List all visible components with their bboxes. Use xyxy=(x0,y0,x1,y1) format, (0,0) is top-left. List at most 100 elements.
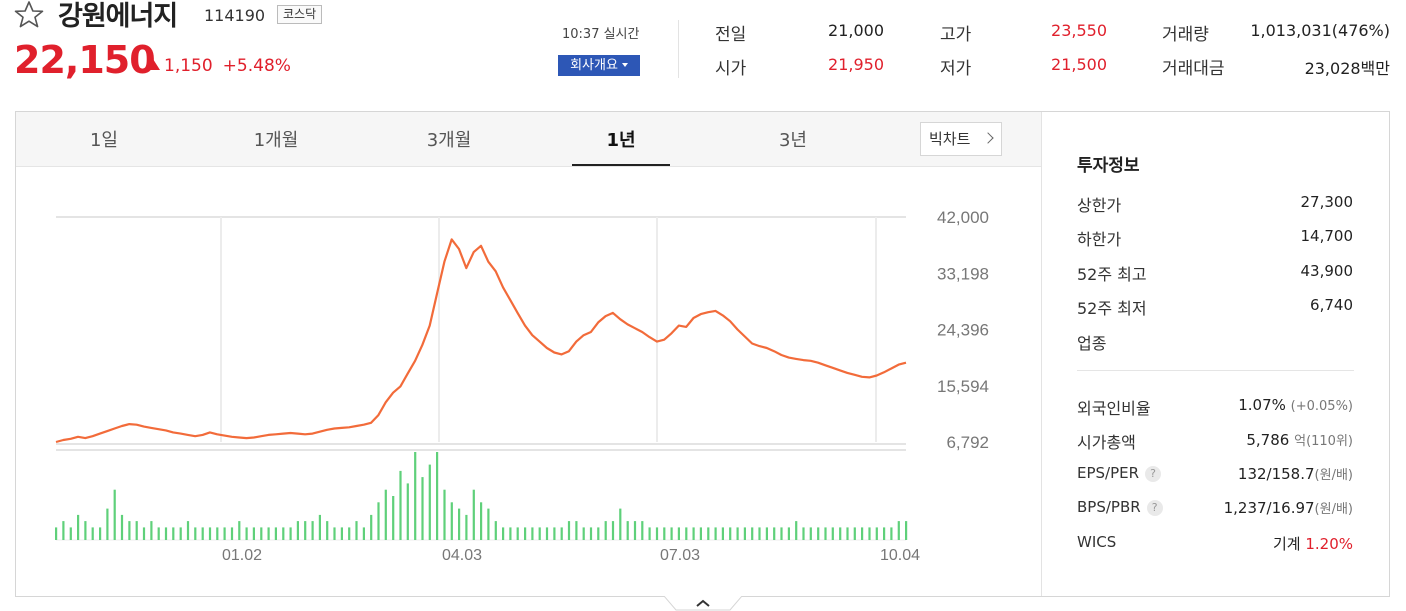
volume-bar xyxy=(773,527,776,540)
foreign-ratio: 1.07% xyxy=(1238,396,1286,414)
bps-pbr: 1,237/16.97 xyxy=(1223,499,1315,517)
volume-bar xyxy=(875,527,878,540)
volume-bar xyxy=(824,527,827,540)
volume-bar xyxy=(861,527,864,540)
upper-limit-value: 27,300 xyxy=(1300,193,1354,211)
star-icon[interactable] xyxy=(13,0,45,28)
upper-limit-label: 상한가 xyxy=(1077,196,1122,215)
volume-bar xyxy=(853,527,856,540)
volume-bar xyxy=(663,527,666,540)
low52-value: 6,740 xyxy=(1310,296,1353,314)
volume-bar xyxy=(604,521,607,540)
eps-per-label-row: EPS/PER? xyxy=(1077,464,1162,482)
volume-bar xyxy=(304,521,307,540)
volume-bar xyxy=(685,527,688,540)
price-series-line xyxy=(55,238,907,444)
volume-bar xyxy=(795,521,798,540)
volume-bar xyxy=(135,521,138,540)
volume-bar xyxy=(296,521,299,540)
volume-bar xyxy=(443,489,446,540)
volume-bar xyxy=(655,527,659,540)
volume-bar xyxy=(223,527,226,540)
company-info-label: 회사개요 xyxy=(570,58,618,73)
volume-bar xyxy=(648,527,651,540)
tab-3month[interactable]: 3개월 xyxy=(426,130,472,151)
volume-bar xyxy=(274,527,277,540)
tab-3year[interactable]: 3년 xyxy=(778,130,807,151)
eps-per-value: 132/158.7(원/배) xyxy=(1238,464,1353,483)
volume-bar xyxy=(707,527,710,540)
amount-value: 23,028백만 xyxy=(1304,59,1390,78)
volume-bar xyxy=(641,521,644,540)
stock-code: 114190 xyxy=(204,6,266,25)
volume-bar xyxy=(238,521,241,540)
volume-bar xyxy=(714,527,717,540)
volume-bar xyxy=(340,527,343,540)
volume-bar xyxy=(582,527,585,540)
industry-label: 업종 xyxy=(1077,334,1107,353)
tab-1month[interactable]: 1개월 xyxy=(253,130,299,151)
volume-bar xyxy=(729,527,732,540)
tab-1year[interactable]: 1년 xyxy=(606,130,636,151)
divider xyxy=(1077,370,1354,371)
volume-bar xyxy=(905,521,908,540)
date-tick-label: 07.03 xyxy=(660,547,700,564)
volume-bar xyxy=(780,527,783,540)
big-chart-button[interactable]: 빅차트 xyxy=(920,122,1002,156)
bps-pbr-unit: (원/배) xyxy=(1314,502,1353,517)
volume-bar xyxy=(69,527,72,540)
invest-info-title: 투자정보 xyxy=(1077,156,1140,176)
volume-bar xyxy=(318,514,321,540)
wics-value: 기계 1.20% xyxy=(1273,533,1353,554)
volume-bar xyxy=(626,521,629,540)
market-cap-value: 5,786 억(110위) xyxy=(1246,430,1353,449)
volume-bar xyxy=(883,527,886,540)
divider xyxy=(678,20,679,78)
volume-bar xyxy=(589,527,593,540)
volume-bar xyxy=(355,521,358,540)
foreign-ratio-value: 1.07% (+0.05%) xyxy=(1238,396,1353,414)
active-tab-indicator xyxy=(572,164,670,166)
chart-panel: 1일 1개월 3개월 1년 3년 빅차트 42,000 33,198 24,396 1… xyxy=(15,111,1390,597)
volume-bar xyxy=(333,527,336,540)
price-tick-label: 42,000 xyxy=(937,208,989,227)
volume-bar xyxy=(428,464,431,540)
collapse-chevron-icon[interactable] xyxy=(664,596,742,611)
volume-bar xyxy=(77,514,80,540)
help-icon[interactable]: ? xyxy=(1146,500,1163,516)
volume-bar xyxy=(282,527,285,540)
volume-bar xyxy=(699,527,702,540)
high52-label: 52주 최고 xyxy=(1077,265,1147,284)
volume-bar xyxy=(260,527,263,540)
volume-bar xyxy=(113,489,116,540)
up-triangle-icon xyxy=(146,59,160,70)
volume-bar xyxy=(538,527,541,540)
price-tick-label: 6,792 xyxy=(946,433,989,452)
volume-bar xyxy=(91,527,94,540)
volume-bar xyxy=(890,527,893,540)
prev-close-value: 21,000 xyxy=(828,21,884,40)
help-icon[interactable]: ? xyxy=(1145,466,1162,482)
volume-bar xyxy=(545,527,549,540)
price-axis: 42,000 33,198 24,396 15,594 6,792 xyxy=(937,208,989,452)
volume-bar xyxy=(743,527,746,540)
volume-bar xyxy=(677,527,680,540)
volume-bar xyxy=(575,521,578,540)
volume-bar xyxy=(230,527,234,540)
wics-percent: 1.20% xyxy=(1305,535,1353,553)
change-amount: 1,150 xyxy=(164,56,213,76)
volume-bar xyxy=(633,521,637,540)
tab-1day[interactable]: 1일 xyxy=(89,130,118,151)
wics-industry[interactable]: 기계 xyxy=(1272,535,1301,553)
change-percent: +5.48% xyxy=(222,56,291,76)
volume-bar xyxy=(751,527,754,540)
volume-bar xyxy=(179,527,182,540)
volume-bar xyxy=(831,527,834,540)
low-label: 저가 xyxy=(940,59,972,79)
volume-bar xyxy=(839,527,842,540)
volume-bar xyxy=(787,527,790,540)
price-tick-label: 15,594 xyxy=(937,377,989,396)
company-info-button[interactable]: 회사개요 xyxy=(558,55,640,76)
volume-bar xyxy=(120,514,124,540)
price-tick-label: 24,396 xyxy=(937,321,989,340)
